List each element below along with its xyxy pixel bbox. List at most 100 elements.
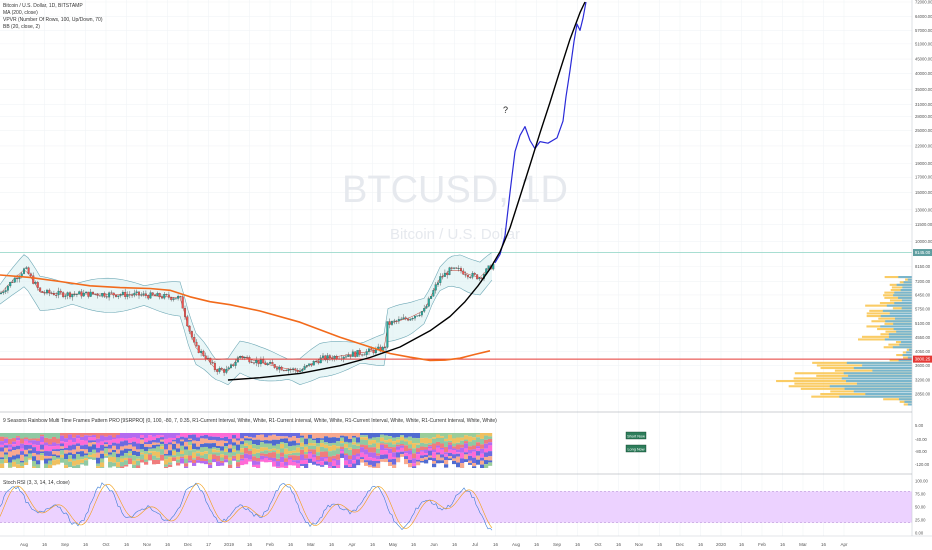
rainbow-cell bbox=[388, 433, 393, 437]
rainbow-cell bbox=[316, 463, 321, 466]
rainbow-cell bbox=[8, 462, 13, 468]
volume-profile-bar bbox=[889, 312, 912, 315]
rainbow-cell bbox=[344, 433, 349, 437]
rainbow-cell bbox=[324, 458, 329, 462]
rainbow-cell bbox=[412, 448, 417, 454]
rainbow-cell bbox=[76, 464, 81, 468]
rainbow-cell bbox=[444, 452, 449, 455]
rainbow-cell bbox=[152, 433, 157, 437]
time-tick-label: 16 bbox=[780, 542, 786, 547]
candle-body bbox=[177, 296, 180, 299]
legend-bb[interactable]: BB (20, close, 2) bbox=[3, 24, 40, 30]
rainbow-cell bbox=[416, 438, 421, 444]
rainbow-cell bbox=[424, 457, 429, 460]
rainbow-cell bbox=[76, 438, 81, 444]
rainbow-cell bbox=[428, 443, 433, 445]
legend-symbol[interactable]: Bitcoin / U.S. Dollar, 1D, BITSTAMP bbox=[3, 3, 83, 9]
candle-body bbox=[266, 363, 269, 365]
rainbow-cell bbox=[124, 453, 129, 458]
rainbow-cell bbox=[180, 439, 185, 442]
rainbow-cell bbox=[212, 458, 217, 463]
rainbow-cell bbox=[160, 433, 165, 436]
rainbow-cell bbox=[424, 459, 429, 464]
price-tick-label: 22000.00 bbox=[915, 143, 932, 148]
rainbow-indicator-title[interactable]: 9 Seasons Rainbow Multi Time Frames Patt… bbox=[3, 418, 497, 424]
candle-body bbox=[131, 294, 134, 296]
rainbow-cell bbox=[116, 449, 121, 454]
rainbow-cell bbox=[328, 433, 333, 438]
time-tick-label: Dec bbox=[184, 542, 193, 547]
candle-body bbox=[292, 368, 295, 370]
rainbow-cell bbox=[84, 455, 89, 459]
time-tick-label: 16 bbox=[493, 542, 499, 547]
candle-body bbox=[91, 291, 94, 295]
rainbow-cell bbox=[472, 437, 477, 441]
rainbow-cell bbox=[404, 439, 409, 442]
candle-body bbox=[13, 277, 16, 283]
rainbow-cell bbox=[240, 441, 245, 445]
legend-vpvr[interactable]: VPVR (Number Of Rows, 100, Up/Down, 70) bbox=[3, 17, 103, 23]
price-tick-label: 5750.00 bbox=[915, 306, 931, 311]
rainbow-cell bbox=[388, 462, 393, 466]
rainbow-cell bbox=[460, 452, 465, 459]
candle-body bbox=[34, 282, 37, 284]
rainbow-cell bbox=[184, 449, 189, 456]
rainbow-cell bbox=[304, 433, 309, 439]
rainbow-cell bbox=[200, 457, 205, 461]
legend-ma[interactable]: MA (200, close) bbox=[3, 10, 38, 16]
volume-profile-bar bbox=[894, 302, 912, 305]
rainbow-cell bbox=[348, 442, 353, 448]
rainbow-cell bbox=[336, 441, 341, 447]
rainbow-cell bbox=[172, 441, 177, 444]
price-tick-label: 25000.00 bbox=[915, 128, 932, 133]
rainbow-cell bbox=[348, 464, 353, 467]
rainbow-cell bbox=[308, 434, 313, 439]
rainbow-cell bbox=[28, 442, 33, 446]
rainbow-cell bbox=[316, 433, 321, 438]
rainbow-cell bbox=[416, 444, 421, 449]
rainbow-cell bbox=[404, 456, 409, 460]
rainbow-cell bbox=[460, 458, 465, 464]
rainbow-cell bbox=[88, 457, 93, 460]
time-tick-label: Jul bbox=[472, 542, 478, 547]
rainbow-cell bbox=[80, 449, 85, 452]
candle-body bbox=[126, 294, 129, 297]
rainbow-cell bbox=[168, 450, 173, 456]
candle-body bbox=[439, 276, 442, 283]
candle-body bbox=[246, 356, 249, 358]
candle-body bbox=[140, 294, 143, 296]
candle-body bbox=[216, 369, 219, 372]
rainbow-cell bbox=[232, 458, 237, 461]
rainbow-cell bbox=[404, 437, 409, 440]
rainbow-cell bbox=[488, 445, 493, 452]
rainbow-cell bbox=[164, 443, 169, 450]
rainbow-cell bbox=[396, 449, 401, 453]
time-tick-label: 16 bbox=[575, 542, 581, 547]
time-tick-label: 16 bbox=[370, 542, 376, 547]
rainbow-cell bbox=[52, 446, 57, 450]
rainbow-cell bbox=[276, 466, 281, 468]
rainbow-cell bbox=[244, 453, 249, 459]
rainbow-cell bbox=[400, 445, 405, 448]
volume-profile-bar bbox=[903, 403, 912, 406]
candle-body bbox=[365, 351, 368, 355]
stoch-rsi-title[interactable]: Stoch RSI (3, 3, 14, 14, close) bbox=[3, 480, 70, 486]
rainbow-cell bbox=[88, 455, 93, 458]
rainbow-cell bbox=[24, 456, 29, 463]
candle-body bbox=[156, 293, 159, 296]
candle-body bbox=[218, 368, 221, 372]
rainbow-cell bbox=[204, 461, 209, 465]
candle-body bbox=[82, 292, 85, 297]
rainbow-cell bbox=[384, 458, 389, 463]
rainbow-cell bbox=[220, 454, 225, 458]
rainbow-cell bbox=[468, 446, 473, 450]
rainbow-cell bbox=[464, 459, 469, 463]
rainbow-cell bbox=[416, 448, 421, 452]
rainbow-cell bbox=[272, 434, 277, 440]
candle-body bbox=[430, 296, 433, 299]
rainbow-cell bbox=[476, 455, 481, 460]
rainbow-cell bbox=[40, 455, 45, 461]
rainbow-cell bbox=[292, 433, 297, 437]
rainbow-cell bbox=[212, 433, 217, 437]
